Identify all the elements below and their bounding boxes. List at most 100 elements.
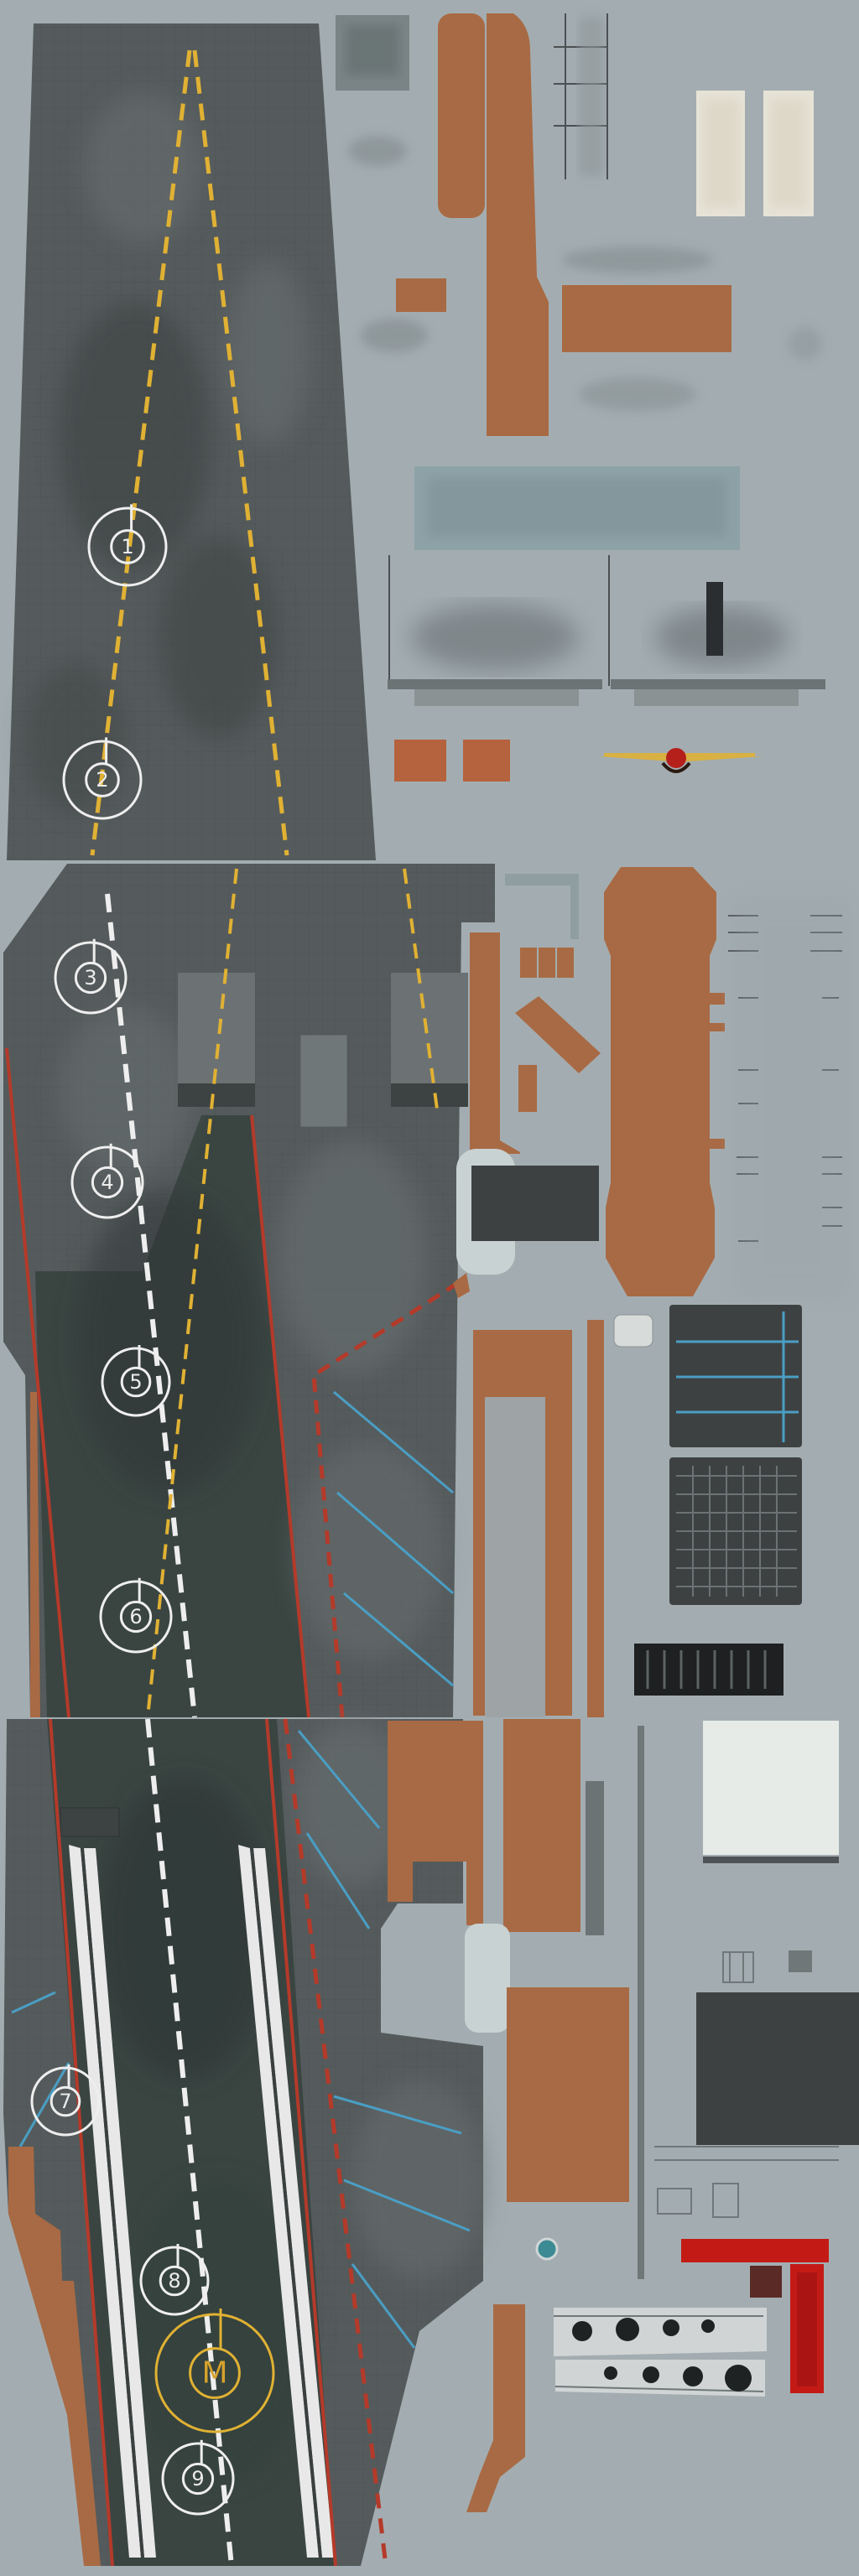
spot-outer-ring: [154, 2313, 275, 2433]
red-dashed-edge: [311, 1280, 460, 1718]
catapult-track-left: [69, 1845, 156, 2558]
faint-railing: [654, 1951, 839, 2218]
grate-panel: [299, 1034, 348, 1128]
spot-inner-ring: [159, 2265, 190, 2297]
rust-vertical-strip-b: [587, 1320, 604, 1717]
black-vent-strip: [634, 1644, 784, 1696]
rust-tile-b: [539, 948, 555, 978]
elevator-right: [391, 973, 468, 1098]
rust-panel-large: [507, 1987, 629, 2202]
spot-marker-5: 5: [101, 1345, 171, 1417]
island-shadow-panels: [388, 555, 825, 706]
white-guide-line-mid: [105, 893, 197, 1718]
spot-marker-6: 6: [99, 1577, 173, 1654]
yellow-guide-line-right: [192, 49, 289, 856]
spot-marker-4: 4: [70, 1143, 144, 1219]
elevator-right-rail: [391, 1083, 468, 1107]
spot-label: 3: [84, 966, 96, 989]
rust-edge-lower-left: [8, 2147, 101, 2566]
upper-parts-panel: [336, 13, 825, 782]
spot-outer-ring: [70, 1145, 144, 1219]
rust-edge-mid: [30, 1392, 40, 1717]
spot-inner-ring: [119, 1600, 153, 1633]
spot-marker-2: 2: [62, 737, 143, 820]
spot-outer-ring: [87, 506, 168, 587]
yellow-guide-line-left: [90, 49, 192, 856]
shadow-base-bar-right: [611, 679, 825, 689]
round-light: [535, 2237, 559, 2261]
gray-inset-strip: [485, 1397, 545, 1717]
yellow-guide-line-mid-a: [146, 868, 238, 1718]
rust-diagonal-bar: [453, 1273, 470, 1298]
blue-parking-stripes: [333, 1390, 454, 1687]
rust-small-post: [518, 1065, 537, 1112]
elevator-left-rail: [178, 1083, 255, 1107]
white-panel-bar: [703, 1857, 839, 1863]
spot-label: 1: [121, 535, 133, 558]
red-edge-line-lower-right: [265, 1718, 337, 2567]
spot-outer-ring: [62, 740, 143, 820]
spot-inner-ring: [110, 529, 145, 564]
rust-strip-a: [438, 13, 485, 218]
lower-deck-section: [3, 1718, 487, 2567]
spot-outer-ring: [30, 2066, 101, 2137]
spot-label: 9: [191, 2467, 204, 2490]
gun-rack-panel-top: [554, 2308, 767, 2356]
red-edge-line-lower-left: [49, 1718, 114, 2567]
spot-marker-1: 1: [87, 504, 168, 587]
shadow-base-bar-left: [388, 679, 602, 689]
spot-label: 6: [129, 1605, 142, 1628]
gun-rack-panel-bottom: [554, 2360, 765, 2397]
dark-elevator-panel: [471, 1166, 599, 1241]
spot-label: M: [201, 2356, 227, 2391]
spot-inner-ring: [85, 762, 120, 797]
wing-emblem: [597, 748, 763, 773]
spot-inner-ring: [181, 2462, 215, 2496]
rust-island-piece: [604, 867, 716, 1296]
spot-label: 5: [129, 1370, 142, 1394]
spot-inner-ring: [120, 1366, 152, 1398]
gray-pole: [638, 1726, 644, 2279]
gray-slim-bar: [586, 1781, 604, 1935]
red-edge-line-mid: [250, 1114, 310, 1718]
cylinder-part: [613, 1314, 653, 1348]
spot-label: 7: [59, 2090, 71, 2113]
catapult-track-right: [238, 1845, 334, 2558]
red-edge-line-left: [5, 1047, 70, 1718]
spot-inner-ring: [91, 1166, 124, 1199]
red-bar-horizontal: [681, 2239, 829, 2262]
red-dashed-edge-lower: [283, 1718, 388, 2567]
upper-deck-section: [7, 23, 376, 860]
rust-panel-tall: [503, 1719, 580, 1932]
rust-corner-bracket: [470, 932, 520, 1154]
spot-label: 8: [168, 2269, 180, 2293]
spot-marker-7: 7: [30, 2064, 101, 2137]
lower-dark-tiles: [60, 1807, 120, 1837]
rust-tile-a: [520, 948, 537, 978]
rust-strip-b: [487, 13, 549, 436]
dark-red-square: [750, 2266, 782, 2298]
rust-wide-block: [562, 285, 731, 352]
white-deck-panel: [465, 1924, 510, 2033]
rust-square-a: [394, 740, 446, 782]
lower-parts-panel: [388, 1719, 859, 2512]
dark-slot: [706, 582, 723, 656]
elevator-left: [178, 973, 255, 1098]
yellow-guide-line-mid-b: [403, 868, 440, 1116]
faint-structure-blobs: [348, 136, 822, 411]
spot-inner-ring: [49, 2085, 81, 2117]
white-flat-panel: [703, 1721, 839, 1855]
dark-large-panel: [696, 1992, 859, 2145]
gray-bracket: [505, 874, 579, 939]
rust-bottom-piece: [466, 2304, 525, 2512]
rust-diagonal-block: [515, 996, 601, 1073]
spot-inner-ring: [74, 961, 107, 995]
spot-outer-ring: [99, 1580, 173, 1654]
rust-small-block: [396, 278, 446, 312]
spot-markers-layer: 1 2 3 4 5 6 7 8 M 9: [30, 504, 275, 2516]
mid-deck-section: [3, 864, 495, 1718]
spot-marker-m: M: [154, 2309, 275, 2433]
small-gray-square: [789, 1950, 812, 1972]
spot-outer-ring: [54, 941, 128, 1015]
